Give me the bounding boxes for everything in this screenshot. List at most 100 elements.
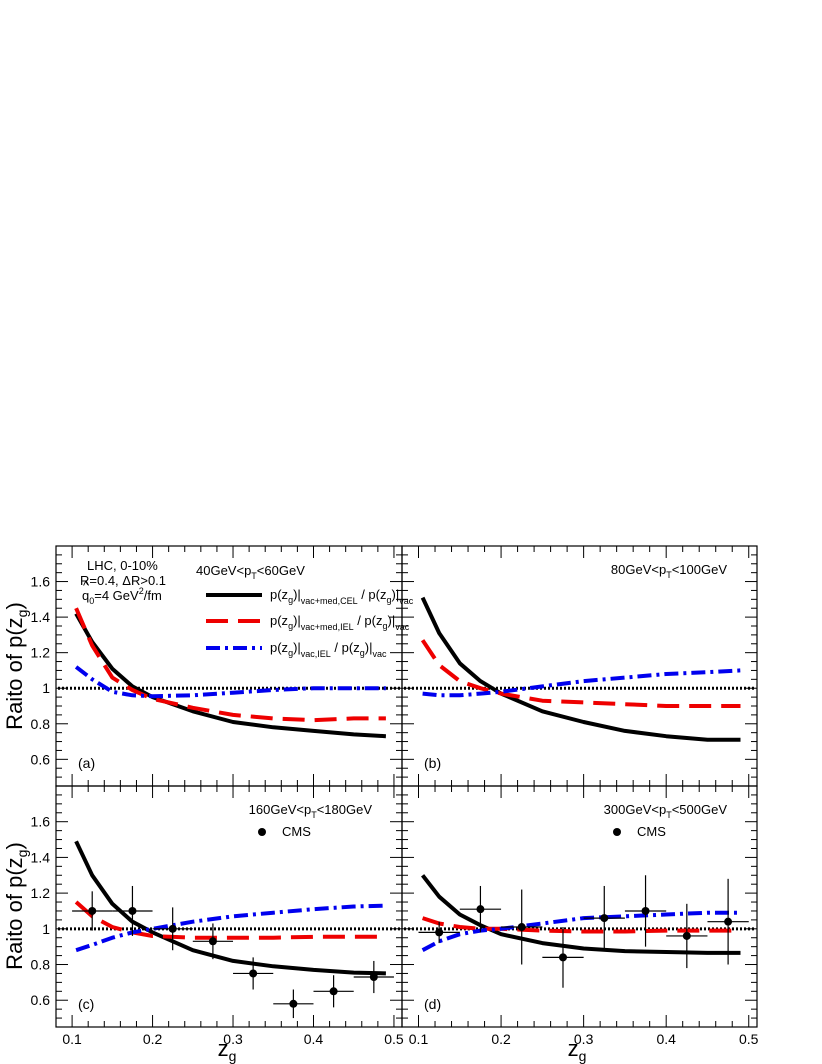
pt-range-prefix: 40GeV<p: [196, 563, 251, 578]
series-line-cel: [74, 840, 386, 976]
panel-label: (c): [78, 996, 94, 1012]
data-marker: [641, 906, 650, 915]
data-marker: [600, 914, 609, 923]
y-tick-label: 1.2: [31, 645, 51, 661]
y-tick-label: 0.8: [31, 716, 51, 732]
pt-range-suffix: <500GeV: [672, 802, 728, 817]
y-axis-title-sub: g: [14, 610, 30, 618]
y-axis-title-text: Raito of p(z: [2, 617, 27, 730]
y-axis-title-sub: g: [14, 850, 30, 858]
cms-data-point: [353, 960, 394, 994]
series-line-vac: [422, 668, 741, 698]
x-tick-label: 0.1: [62, 1031, 82, 1047]
cms-data-point: [624, 875, 667, 947]
y-axis-title-close: ): [2, 602, 27, 609]
q-unit: /fm: [144, 588, 162, 603]
pt-range-prefix: 80GeV<p: [611, 562, 666, 577]
info-line-1: LHC, 0-10%: [87, 558, 158, 573]
pt-range-subscript: T: [251, 571, 257, 581]
cms-data-point: [72, 891, 113, 931]
legend-sub: vac: [395, 622, 410, 632]
legend-label: p(zg)|vac+med,CEL / p(zg)|vac: [270, 587, 414, 606]
data-marker: [208, 937, 217, 946]
series-line-vac: [75, 903, 386, 953]
info-line-2: R=0.4, ΔR>0.1: [80, 573, 166, 588]
series-line-vac: [74, 665, 386, 699]
cms-legend-marker: [258, 828, 266, 836]
panel-label: (d): [424, 996, 441, 1012]
panel-frame: [401, 785, 758, 1028]
cms-data-point: [112, 885, 153, 936]
cms-data-point: [666, 903, 708, 969]
q-subscript: 0: [89, 596, 94, 606]
panel-label: (a): [78, 755, 95, 771]
y-tick-label: 0.8: [31, 957, 51, 973]
legend-sub: vac+med,IEL: [301, 622, 354, 632]
data-marker: [329, 987, 338, 996]
legend-text: )|: [293, 640, 301, 655]
data-marker: [435, 928, 444, 937]
x-axis-title: zg: [568, 1036, 587, 1064]
legend-sub: g: [386, 595, 391, 605]
data-marker: [724, 917, 733, 926]
data-marker: [168, 924, 177, 933]
x-axis-title-sub: g: [579, 1048, 587, 1064]
legend-label: p(zg)|vac,IEL / p(zg)|vac: [270, 640, 387, 659]
pt-range-suffix: <60GeV: [257, 563, 305, 578]
info-line-3: q0=4 GeV2/fm: [82, 586, 162, 606]
y-tick-label: 1: [42, 680, 50, 696]
data-marker: [558, 953, 567, 962]
data-marker: [128, 906, 137, 915]
legend-text: / p(z: [354, 613, 383, 628]
legend-sub: vac+med,CEL: [301, 596, 358, 606]
series-line-iel: [74, 900, 386, 940]
pt-range-subscript: T: [666, 810, 672, 820]
y-tick-label: 1.4: [31, 609, 51, 625]
panel-d: 0.1 0.2 0.3 0.4 0.5 (d) 300GeV<pT<500GeV CMS: [401, 785, 759, 1047]
x-tick-label: 0.2: [491, 1031, 511, 1047]
cms-data-point: [707, 878, 749, 965]
panel-b: (b) 80GeV<pT<100GeV: [401, 545, 758, 787]
q-hat: ^: [83, 578, 90, 593]
q-superscript: 2: [139, 586, 144, 596]
panel-a: 0.6 0.8 1 1.2 1.4 1.6 (a) 40GeV<pT<60GeV: [31, 545, 403, 787]
data-marker: [289, 999, 298, 1008]
cms-data-point: [459, 885, 502, 933]
pt-range-suffix: <180GeV: [317, 802, 373, 817]
q-symbol: q: [82, 588, 89, 603]
panel-label: (b): [424, 755, 441, 771]
y-tick-label: 1.2: [31, 885, 51, 901]
series-line-iel: [421, 916, 741, 934]
q-value: =4 GeV: [94, 588, 139, 603]
pt-range-suffix: <100GeV: [672, 562, 728, 577]
legend-text: / p(z: [331, 640, 360, 655]
y-tick-label: 1.4: [31, 849, 51, 865]
y-axis-title: Raito of p(zg): [2, 602, 30, 730]
legend-sub: vac: [399, 596, 414, 606]
pt-range-label: 160GeV<pT<180GeV: [249, 802, 373, 820]
y-tick-label: 1: [42, 921, 50, 937]
data-marker: [476, 905, 485, 914]
y-axis-title-close: ): [2, 842, 27, 849]
x-tick-label: 0.4: [656, 1031, 676, 1047]
x-tick-label: 0.3: [223, 1031, 243, 1047]
panel-frame: [401, 545, 758, 787]
cms-data-point: [418, 921, 460, 944]
series-line-cel: [421, 874, 741, 955]
pt-range-label: 40GeV<pT<60GeV: [196, 563, 305, 581]
cms-legend-label: CMS: [282, 824, 311, 839]
cms-data-point: [313, 975, 354, 1008]
x-axis-title-text: z: [568, 1036, 579, 1061]
y-axis-title: Raito of p(zg): [2, 842, 30, 970]
legend-label: p(zg)|vac+med,IEL / p(zg)|vac: [270, 613, 410, 632]
x-tick-label: 0.1: [409, 1031, 429, 1047]
legend-sub: vac: [372, 649, 387, 659]
pt-range-subscript: T: [666, 570, 672, 580]
cms-data-point: [192, 923, 234, 960]
legend-sub: g: [288, 595, 293, 605]
y-tick-label: 1.6: [31, 574, 51, 590]
legend-text: p(z: [270, 587, 288, 602]
cms-data-point: [542, 927, 584, 988]
pt-range-label: 300GeV<pT<500GeV: [604, 802, 728, 820]
x-tick-label: 0.2: [143, 1031, 163, 1047]
